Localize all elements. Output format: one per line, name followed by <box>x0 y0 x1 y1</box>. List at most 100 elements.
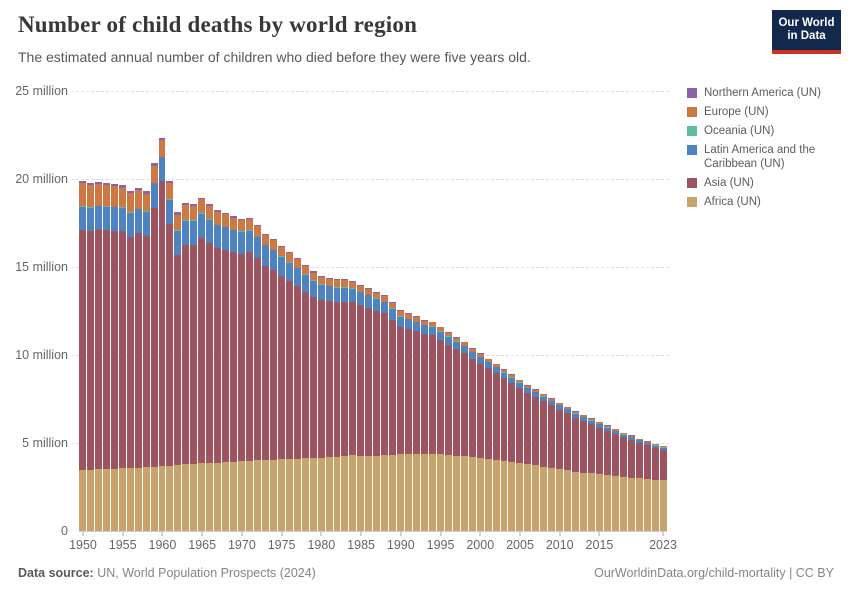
bar-2012[interactable] <box>572 91 580 531</box>
owid-logo[interactable]: Our World in Data <box>772 10 841 54</box>
bar-1969[interactable] <box>230 91 238 531</box>
bar-segment <box>548 398 556 399</box>
bar-1970[interactable] <box>238 91 246 531</box>
bar-1987[interactable] <box>373 91 381 531</box>
bar-1982[interactable] <box>333 91 341 531</box>
bar-2009[interactable] <box>548 91 556 531</box>
footer-link[interactable]: OurWorldinData.org/child-mortality | CC … <box>594 566 834 580</box>
bar-1966[interactable] <box>206 91 214 531</box>
bar-1964[interactable] <box>190 91 198 531</box>
bar-segment <box>246 217 253 220</box>
bar-2002[interactable] <box>492 91 500 531</box>
bar-segment <box>420 334 428 454</box>
bar-1975[interactable] <box>277 91 285 531</box>
bar-1997[interactable] <box>452 91 460 531</box>
bar-2003[interactable] <box>500 91 508 531</box>
bar-1958[interactable] <box>142 91 150 531</box>
bar-1957[interactable] <box>134 91 142 531</box>
bar-2004[interactable] <box>508 91 516 531</box>
bar-1980[interactable] <box>317 91 325 531</box>
bar-1952[interactable] <box>94 91 102 531</box>
bar-1961[interactable] <box>166 91 174 531</box>
bar-1973[interactable] <box>261 91 269 531</box>
bar-1954[interactable] <box>110 91 118 531</box>
bar-segment <box>349 281 357 289</box>
bar-1976[interactable] <box>285 91 293 531</box>
bar-1962[interactable] <box>174 91 182 531</box>
bar-1950[interactable] <box>79 91 86 531</box>
legend-item[interactable]: Northern America (UN) <box>687 86 845 100</box>
bar-1983[interactable] <box>341 91 349 531</box>
bar-segment <box>500 372 508 379</box>
bar-segment <box>102 206 110 207</box>
bar-1993[interactable] <box>420 91 428 531</box>
bar-segment <box>349 288 357 289</box>
bar-1951[interactable] <box>86 91 94 531</box>
bar-1977[interactable] <box>293 91 301 531</box>
bar-segment <box>158 181 166 467</box>
bar-2007[interactable] <box>532 91 540 531</box>
bar-1990[interactable] <box>397 91 405 531</box>
legend-item[interactable]: Latin America and the Caribbean (UN) <box>687 143 845 171</box>
bar-2017[interactable] <box>611 91 619 531</box>
bar-1963[interactable] <box>182 91 190 531</box>
bar-segment <box>444 454 452 531</box>
bar-1974[interactable] <box>269 91 277 531</box>
legend-item[interactable]: Asia (UN) <box>687 176 845 190</box>
bar-1968[interactable] <box>222 91 230 531</box>
bar-1979[interactable] <box>309 91 317 531</box>
bar-1985[interactable] <box>357 91 365 531</box>
bar-2023[interactable] <box>659 91 667 531</box>
bar-1995[interactable] <box>436 91 444 531</box>
bar-2016[interactable] <box>603 91 611 531</box>
bar-segment <box>548 400 556 406</box>
bar-2019[interactable] <box>627 91 635 531</box>
bar-1960[interactable] <box>158 91 166 531</box>
bar-2008[interactable] <box>540 91 548 531</box>
bar-2010[interactable] <box>556 91 564 531</box>
bar-1953[interactable] <box>102 91 110 531</box>
bar-2018[interactable] <box>619 91 627 531</box>
legend-item[interactable]: Europe (UN) <box>687 105 845 119</box>
bar-2013[interactable] <box>580 91 587 531</box>
bar-1972[interactable] <box>253 91 261 531</box>
bar-1998[interactable] <box>460 91 468 531</box>
bar-segment <box>238 461 246 531</box>
bar-1992[interactable] <box>413 91 420 531</box>
bar-segment <box>142 211 150 212</box>
bar-1991[interactable] <box>405 91 413 531</box>
bar-1978[interactable] <box>301 91 309 531</box>
bar-2011[interactable] <box>564 91 572 531</box>
bar-segment <box>190 244 198 464</box>
legend-item[interactable]: Africa (UN) <box>687 195 845 209</box>
bar-segment <box>460 346 468 354</box>
bar-1981[interactable] <box>325 91 333 531</box>
bar-1989[interactable] <box>389 91 397 531</box>
legend-item[interactable]: Oceania (UN) <box>687 124 845 138</box>
bar-1955[interactable] <box>118 91 126 531</box>
bar-1999[interactable] <box>468 91 476 531</box>
bar-1996[interactable] <box>444 91 452 531</box>
bar-2001[interactable] <box>484 91 492 531</box>
bar-segment <box>540 394 548 397</box>
bar-1959[interactable] <box>150 91 158 531</box>
bar-2021[interactable] <box>643 91 651 531</box>
bar-1984[interactable] <box>349 91 357 531</box>
bar-2020[interactable] <box>635 91 643 531</box>
bar-1965[interactable] <box>198 91 206 531</box>
bar-segment <box>532 392 540 398</box>
bar-1988[interactable] <box>381 91 389 531</box>
bar-2014[interactable] <box>588 91 595 531</box>
bar-1956[interactable] <box>126 91 134 531</box>
bar-1971[interactable] <box>246 91 253 531</box>
bar-2022[interactable] <box>651 91 659 531</box>
bar-2015[interactable] <box>595 91 603 531</box>
bar-2005[interactable] <box>516 91 524 531</box>
bar-2006[interactable] <box>524 91 532 531</box>
bar-1967[interactable] <box>214 91 222 531</box>
bar-2000[interactable] <box>476 91 484 531</box>
bar-segment <box>110 207 118 231</box>
bar-1986[interactable] <box>365 91 373 531</box>
bar-1994[interactable] <box>428 91 436 531</box>
legend-swatch <box>687 126 697 136</box>
